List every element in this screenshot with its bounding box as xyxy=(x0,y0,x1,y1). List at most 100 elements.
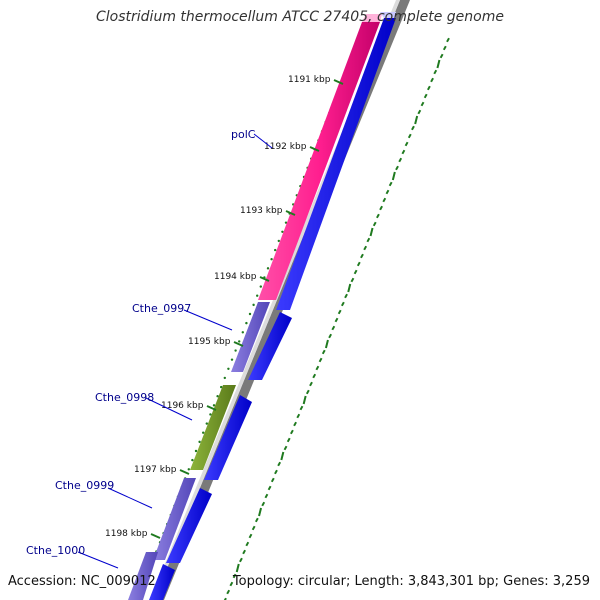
gc-dash xyxy=(305,389,310,395)
purple-feature-cthe-0999[interactable] xyxy=(153,478,196,560)
track-dot xyxy=(191,458,194,462)
gc-dash xyxy=(334,317,339,323)
gc-dash xyxy=(318,357,323,363)
gc-dash xyxy=(433,69,438,75)
gc-dash xyxy=(299,405,304,411)
gc-dash xyxy=(398,157,403,163)
gc-dash xyxy=(401,149,406,155)
track-dot xyxy=(270,258,273,261)
gene-label-cthe-0999[interactable]: Cthe_0999 xyxy=(55,479,114,492)
gc-dash xyxy=(239,557,243,563)
gc-dash xyxy=(356,261,361,267)
gc-dash xyxy=(388,181,393,187)
gc-dash xyxy=(442,45,447,51)
gc-dash xyxy=(379,205,383,211)
gc-dash xyxy=(427,85,431,91)
gc-dash xyxy=(242,549,246,555)
kbp-tick-mark xyxy=(309,146,320,152)
gene-leader-line xyxy=(183,309,233,331)
gc-dash xyxy=(391,171,396,181)
track-dot xyxy=(194,449,198,453)
gc-dash xyxy=(258,507,263,517)
track-dot xyxy=(187,468,190,471)
blue-feature-4[interactable] xyxy=(166,488,212,563)
gc-dash xyxy=(382,197,387,203)
track-dot xyxy=(212,404,216,407)
kbp-tick-label: 1197 kbp xyxy=(134,465,177,475)
gc-dash xyxy=(366,237,371,243)
gc-dash xyxy=(302,395,307,405)
track-dot xyxy=(274,248,277,252)
gc-dash xyxy=(328,333,333,339)
gc-dash xyxy=(270,477,275,483)
kbp-tick-label: 1193 kbp xyxy=(240,206,283,216)
gc-dash xyxy=(337,309,342,315)
track-dot xyxy=(230,358,234,361)
gc-dash xyxy=(309,381,313,387)
gene-leader-line xyxy=(107,487,153,509)
gc-dash xyxy=(411,125,415,131)
kbp-tick-mark xyxy=(285,210,296,216)
blue-feature-1-top xyxy=(380,12,396,18)
gene-leader-line xyxy=(145,397,193,421)
gc-dash xyxy=(229,581,234,587)
track-dot xyxy=(202,431,205,434)
gc-dash xyxy=(315,365,320,371)
track-dot xyxy=(281,230,284,233)
gc-dash xyxy=(286,437,291,443)
gene-label-polc[interactable]: polC xyxy=(231,128,256,141)
track-dot xyxy=(220,385,223,389)
purple-feature-cthe-0997[interactable] xyxy=(231,302,270,372)
gc-dash xyxy=(267,485,272,491)
gc-dash xyxy=(264,493,269,499)
pink-feature-polc[interactable] xyxy=(258,22,380,300)
gc-dash xyxy=(344,293,348,299)
accession-text: Accession: NC_009012 xyxy=(8,574,156,589)
green-feature-cthe-0998[interactable] xyxy=(190,385,236,470)
reverse-strand-features xyxy=(149,12,396,600)
purple-feature-cthe-1000[interactable] xyxy=(128,552,158,600)
blue-feature-3[interactable] xyxy=(204,395,252,480)
gc-dash xyxy=(254,517,259,523)
genome-title: Clostridium thermocellum ATCC 27405, com… xyxy=(96,9,504,25)
gc-dash xyxy=(350,277,355,283)
kbp-tick-label: 1192 kbp xyxy=(264,142,307,152)
gc-dash xyxy=(251,525,256,531)
kbp-tick-mark xyxy=(150,533,161,539)
gene-label-cthe-0998[interactable]: Cthe_0998 xyxy=(95,391,154,404)
gene-label-cthe-1000[interactable]: Cthe_1000 xyxy=(26,544,85,557)
gc-dash xyxy=(277,461,282,467)
track-dot xyxy=(209,413,212,416)
gc-dash xyxy=(248,533,253,539)
gc-dash xyxy=(280,451,285,461)
gc-dash xyxy=(290,429,294,435)
track-dot xyxy=(252,303,255,307)
gc-content-track xyxy=(223,37,450,600)
track-dot xyxy=(216,395,219,398)
gc-dash xyxy=(296,413,301,419)
gc-dash xyxy=(283,445,288,451)
gene-label-cthe-0997[interactable]: Cthe_0997 xyxy=(132,302,191,315)
track-dot xyxy=(227,367,230,370)
gc-dash xyxy=(331,325,336,331)
gc-dash xyxy=(420,101,425,107)
track-dot xyxy=(256,294,259,297)
gc-dash xyxy=(324,339,329,349)
gc-dash xyxy=(353,269,358,275)
blue-feature-2[interactable] xyxy=(248,312,292,380)
track-dot xyxy=(238,340,241,343)
gc-dash xyxy=(423,93,428,99)
track-dot xyxy=(284,221,288,224)
gene-leader-line xyxy=(77,551,119,569)
blue-feature-5[interactable] xyxy=(149,564,175,600)
track-dot xyxy=(234,349,237,352)
kbp-tick-mark xyxy=(259,276,270,282)
gc-dash xyxy=(430,77,434,83)
gc-dash xyxy=(235,563,240,573)
gc-dash xyxy=(395,165,399,171)
track-dot xyxy=(245,321,248,325)
gc-dash xyxy=(261,501,266,507)
gc-dash xyxy=(414,115,419,125)
blue-feature-1[interactable] xyxy=(276,18,396,310)
